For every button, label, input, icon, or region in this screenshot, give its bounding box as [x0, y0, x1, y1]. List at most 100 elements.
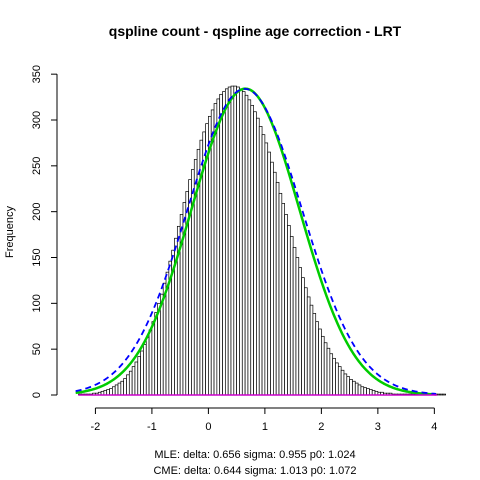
histogram-bar: [309, 304, 314, 396]
histogram-bar: [366, 388, 370, 396]
histogram-bar: [247, 99, 252, 396]
histogram-bar: [143, 344, 147, 396]
histogram-bar: [301, 277, 305, 396]
histogram-bar: [352, 380, 356, 396]
y-tick-label: 150: [31, 248, 43, 266]
histogram-bar: [275, 181, 280, 396]
histogram-bar: [439, 393, 444, 396]
histogram-bar: [241, 91, 246, 396]
y-tick-label: 50: [31, 343, 43, 355]
x-tick-label: 0: [205, 421, 211, 433]
histogram-bar: [157, 302, 161, 396]
histogram-bar: [321, 335, 325, 396]
histogram-bar: [210, 109, 215, 396]
histogram-bar: [295, 257, 300, 396]
histogram-bar: [332, 357, 336, 396]
footnote-mle: MLE: delta: 0.656 sigma: 0.955 p0: 1.024: [154, 449, 355, 461]
histogram-bar: [134, 361, 139, 396]
histogram-bar: [112, 386, 116, 396]
histogram-bar: [253, 111, 257, 396]
histogram-bar: [123, 378, 127, 396]
histogram-bar: [114, 384, 119, 396]
histogram-bar: [315, 321, 319, 396]
histogram-bar: [239, 88, 243, 396]
y-tick-label: 100: [31, 294, 43, 312]
y-tick-label: 300: [31, 111, 43, 129]
x-tick-label: -1: [147, 421, 157, 433]
histogram-bar: [323, 342, 328, 396]
footnote-cme: CME: delta: 0.644 sigma: 1.013 p0: 1.072: [153, 465, 356, 477]
histogram-bar: [126, 374, 130, 396]
y-tick-label: 200: [31, 202, 43, 220]
histogram-bar: [233, 85, 237, 396]
histogram-bar: [213, 103, 218, 396]
histogram-bar: [354, 382, 359, 396]
histogram-bar: [261, 134, 266, 396]
histogram-bar: [256, 117, 260, 396]
histogram-bar: [318, 328, 322, 396]
histogram-bar: [312, 313, 317, 396]
fit-curve-blue-dashed: [75, 87, 437, 395]
histogram-bar: [244, 94, 249, 396]
histogram-bar: [230, 85, 235, 396]
histogram-bar: [131, 366, 136, 396]
histogram-bar: [137, 356, 141, 396]
y-tick-label: 350: [31, 65, 43, 83]
fit-curves: [75, 87, 438, 396]
histogram-bar: [292, 247, 297, 396]
x-tick-label: 1: [262, 421, 268, 433]
x-tick-label: -2: [91, 421, 101, 433]
histogram-bar: [436, 393, 441, 396]
histogram-bar: [337, 366, 342, 396]
y-axis: 0 50 100 150 200 250 300 350: [31, 65, 58, 398]
histogram-bar: [216, 98, 221, 396]
x-tick-label: 2: [318, 421, 324, 433]
histogram-bar: [298, 267, 302, 396]
histogram-bar: [273, 171, 277, 396]
histogram-bar: [346, 376, 350, 396]
histogram-bar: [335, 362, 339, 396]
histogram-bar: [120, 380, 125, 396]
x-tick-label: 4: [431, 421, 437, 433]
histogram-bar: [306, 296, 311, 396]
histogram-bar: [219, 93, 223, 396]
x-axis: -2 -1 0 1 2 3 4: [91, 407, 437, 433]
histogram-bar: [349, 379, 353, 396]
histogram-bar: [270, 161, 274, 396]
histogram-bar: [227, 86, 232, 396]
histogram-bar: [258, 126, 263, 396]
histogram-bar: [145, 336, 150, 396]
histogram-bar: [442, 393, 446, 396]
histogram-bar: [284, 214, 288, 396]
histogram-bar: [154, 312, 158, 396]
y-tick-label: 250: [31, 157, 43, 175]
histogram-bar: [208, 115, 212, 396]
histogram-bar: [281, 203, 285, 396]
histogram-bar: [151, 321, 156, 396]
histogram-bar: [267, 151, 271, 396]
histogram-bar: [304, 287, 308, 396]
histogram-bar: [109, 388, 113, 396]
histogram-bars: [78, 85, 446, 396]
histogram-bar: [236, 86, 240, 396]
histogram-bar: [289, 236, 294, 396]
x-tick-label: 3: [375, 421, 381, 433]
histogram-bar: [106, 389, 110, 396]
histogram-bar: [287, 225, 291, 396]
y-tick-label: 0: [31, 392, 43, 398]
histogram-bar: [360, 386, 365, 396]
histogram-bar: [329, 353, 334, 396]
histogram-bar: [148, 329, 153, 396]
histogram-bar: [128, 370, 133, 396]
histogram-bar: [357, 384, 362, 396]
histogram-bar: [140, 350, 144, 396]
histogram-bar: [369, 389, 373, 396]
histogram-bar: [363, 387, 367, 396]
histogram-bar: [222, 91, 226, 396]
histogram-bar: [117, 382, 122, 396]
histogram-bar: [278, 192, 283, 396]
histogram-bar: [224, 88, 229, 396]
histogram-bar: [343, 373, 348, 396]
histogram-bar: [326, 347, 331, 396]
